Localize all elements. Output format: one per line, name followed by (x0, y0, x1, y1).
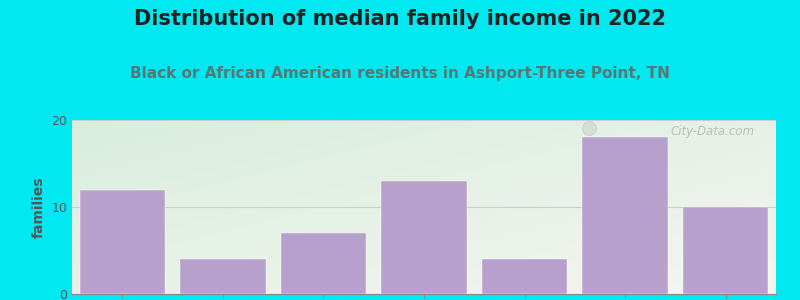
Text: City-Data.com: City-Data.com (670, 125, 755, 138)
Bar (281, 233, 366, 294)
Bar (180, 259, 266, 294)
Bar (482, 259, 567, 294)
Bar (582, 137, 668, 294)
Bar (382, 181, 466, 294)
Text: Black or African American residents in Ashport-Three Point, TN: Black or African American residents in A… (130, 66, 670, 81)
Text: Distribution of median family income in 2022: Distribution of median family income in … (134, 9, 666, 29)
Bar (79, 190, 165, 294)
Bar (683, 207, 769, 294)
Y-axis label: families: families (32, 176, 46, 238)
